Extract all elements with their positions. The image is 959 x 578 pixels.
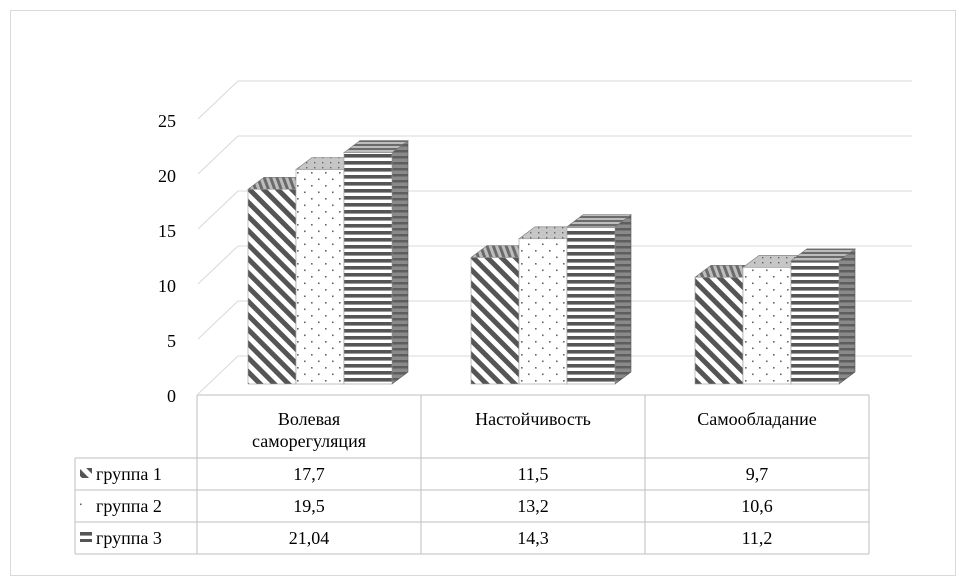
y-tick-label: 20 [158,166,176,186]
bar-группа-3-2 [790,248,856,385]
gridline-diag [197,190,239,230]
data-label: 9,7 [746,464,769,484]
bar-front [518,238,568,385]
bar-группа-3-1 [566,214,632,385]
legend-label: группа 1 [96,464,162,484]
legend-key-группа-2 [80,500,92,510]
bar-front [566,226,616,385]
data-label: 13,2 [517,496,549,516]
y-tick-label: 15 [158,221,176,241]
legend-label: группа 2 [96,496,162,516]
category-label-line: Самообладание [697,409,816,429]
category-label-line: саморегуляция [252,431,366,451]
bar-front [694,276,744,385]
bar-группа-3-0 [343,139,409,385]
bars [247,139,856,385]
y-tick-label: 0 [167,386,176,406]
gridline-diag [197,300,239,340]
data-table: Волевая саморегуляция Настойчивость Самообл… [74,394,870,555]
bar-front [295,169,345,385]
data-label: 11,2 [742,528,773,548]
legend-key-группа-1 [80,468,92,478]
legend-label: группа 3 [96,528,162,548]
gridline-diag [197,80,239,120]
bar-side [391,139,409,385]
bar-front [470,257,520,385]
legend-key-группа-3 [80,532,92,542]
category-label: Волевая саморегуляция [252,409,366,451]
y-tick-label: 5 [167,331,176,351]
gridline-diag [197,355,239,395]
data-label: 17,7 [293,464,325,484]
bar-front [247,189,297,385]
category-label: Самообладание [697,409,816,429]
data-label: 19,5 [293,496,325,516]
data-label: 11,5 [518,464,549,484]
bar-front [742,267,792,385]
y-axis-ticks: 0 5 10 15 20 25 [158,111,176,406]
category-label-line: Настойчивость [475,409,591,429]
data-label: 10,6 [741,496,773,516]
category-label-line: Волевая [278,409,340,429]
data-label: 14,3 [517,528,549,548]
gridline-diag [197,135,239,175]
category-label: Настойчивость [475,409,591,429]
y-tick-label: 25 [158,111,176,131]
data-label: 21,04 [289,528,330,548]
y-tick-label: 10 [158,276,176,296]
bar-front [790,260,840,385]
bar-side [838,248,856,385]
bar-side [614,214,632,385]
gridline-diag [197,245,239,285]
bar-front [343,152,393,385]
